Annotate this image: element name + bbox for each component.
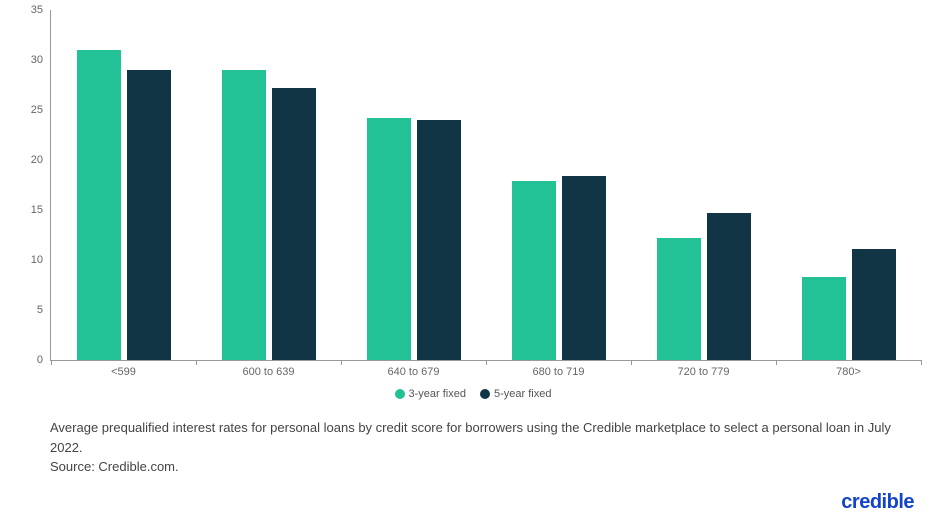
bar bbox=[852, 249, 896, 360]
x-tick-label: 600 to 639 bbox=[243, 366, 295, 378]
x-tick-mark bbox=[921, 360, 922, 365]
bar bbox=[707, 213, 751, 360]
plot-area: 05101520253035<599600 to 639640 to 67968… bbox=[50, 10, 921, 361]
bar bbox=[657, 238, 701, 360]
y-tick-label: 30 bbox=[13, 54, 43, 66]
y-tick-label: 15 bbox=[13, 204, 43, 216]
caption-line-1: Average prequalified interest rates for … bbox=[50, 418, 892, 457]
bar bbox=[272, 88, 316, 360]
x-tick-label: 640 to 679 bbox=[388, 366, 440, 378]
x-tick-label: 780> bbox=[836, 366, 861, 378]
y-tick-label: 5 bbox=[13, 304, 43, 316]
y-tick-label: 35 bbox=[13, 4, 43, 16]
x-tick-mark bbox=[196, 360, 197, 365]
legend-swatch bbox=[480, 389, 490, 399]
bar bbox=[77, 50, 121, 360]
y-tick-label: 0 bbox=[13, 354, 43, 366]
x-tick-label: 720 to 779 bbox=[678, 366, 730, 378]
x-tick-label: <599 bbox=[111, 366, 136, 378]
legend-label: 3-year fixed bbox=[409, 388, 466, 400]
x-tick-mark bbox=[776, 360, 777, 365]
caption: Average prequalified interest rates for … bbox=[50, 418, 892, 477]
bar bbox=[127, 70, 171, 360]
y-tick-label: 25 bbox=[13, 104, 43, 116]
bar bbox=[367, 118, 411, 360]
x-tick-mark bbox=[51, 360, 52, 365]
x-tick-mark bbox=[486, 360, 487, 365]
bar-chart: 05101520253035<599600 to 639640 to 67968… bbox=[50, 10, 920, 370]
y-tick-label: 10 bbox=[13, 254, 43, 266]
bar bbox=[512, 181, 556, 360]
caption-line-2: Source: Credible.com. bbox=[50, 457, 892, 477]
y-tick-label: 20 bbox=[13, 154, 43, 166]
legend-swatch bbox=[395, 389, 405, 399]
brand-logo: credible bbox=[841, 491, 914, 514]
bar bbox=[562, 176, 606, 360]
legend: 3-year fixed 5-year fixed bbox=[0, 388, 932, 400]
bar bbox=[222, 70, 266, 360]
bar bbox=[417, 120, 461, 360]
x-tick-mark bbox=[631, 360, 632, 365]
legend-label: 5-year fixed bbox=[494, 388, 551, 400]
bar bbox=[802, 277, 846, 360]
x-tick-mark bbox=[341, 360, 342, 365]
x-tick-label: 680 to 719 bbox=[533, 366, 585, 378]
